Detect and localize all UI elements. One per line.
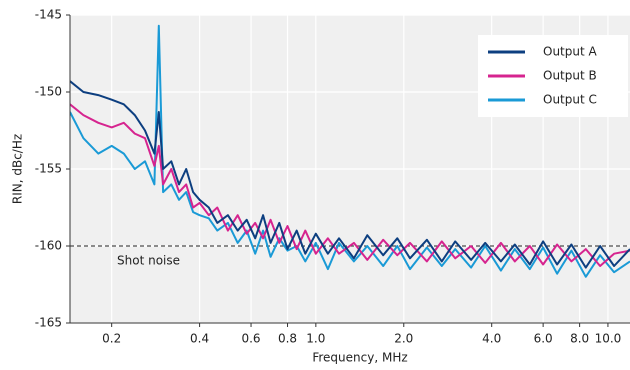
- x-tick-label: 0.4: [190, 332, 209, 346]
- x-axis-label: Frequency, MHz: [312, 351, 407, 365]
- y-tick-label: -165: [35, 316, 62, 330]
- y-tick-label: -160: [35, 239, 62, 253]
- y-tick-label: -155: [35, 162, 62, 176]
- y-tick-label: -150: [35, 85, 62, 99]
- y-tick-label: -145: [35, 8, 62, 22]
- legend-label: Output C: [543, 93, 597, 107]
- x-tick-label: 10.0: [595, 332, 622, 346]
- y-axis-label: RIN, dBc/Hz: [11, 134, 25, 204]
- series-line: [70, 103, 630, 267]
- legend-label: Output B: [543, 69, 597, 83]
- x-tick-label: 6.0: [534, 332, 553, 346]
- annotation: Shot noise: [117, 254, 180, 268]
- series-line: [70, 80, 630, 269]
- x-tick-label: 4.0: [482, 332, 501, 346]
- x-tick-label: 2.0: [394, 332, 413, 346]
- x-tick-label: 0.8: [278, 332, 297, 346]
- series-group: [70, 24, 630, 278]
- legend-label: Output A: [543, 45, 597, 59]
- x-tick-label: 0.6: [241, 332, 260, 346]
- x-tick-label: 0.2: [102, 332, 121, 346]
- series-line: [70, 24, 630, 278]
- x-tick-label: 1.0: [306, 332, 325, 346]
- x-tick-label: 8.0: [570, 332, 589, 346]
